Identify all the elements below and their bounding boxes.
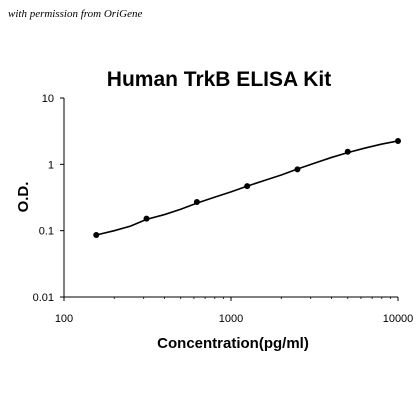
x-tick-label: 10000 [383, 313, 414, 325]
data-point [143, 215, 150, 222]
data-points [93, 137, 401, 239]
credit-text: with permission from OriGene [8, 8, 143, 20]
x-tick-label: 1000 [219, 313, 243, 325]
y-tick-label: 0.1 [39, 226, 54, 238]
data-point [294, 166, 301, 173]
plot-area: 0.01 0.1 1 10 100 1000 10000 [33, 93, 414, 325]
y-tick-label: 1 [48, 159, 54, 171]
y-tick-label: 0.01 [33, 292, 54, 304]
chart-title: Human TrkB ELISA Kit [107, 68, 331, 91]
axis-ticks: 0.01 0.1 1 10 100 1000 10000 [33, 93, 414, 325]
data-point [344, 148, 351, 155]
y-axis-label: O.D. [15, 182, 32, 213]
x-axis-label: Concentration(pg/ml) [157, 335, 309, 352]
data-point [93, 232, 100, 239]
data-point [244, 183, 251, 190]
data-point [193, 199, 200, 206]
x-tick-label: 100 [55, 313, 73, 325]
y-tick-label: 10 [42, 93, 54, 105]
data-point [395, 137, 401, 144]
